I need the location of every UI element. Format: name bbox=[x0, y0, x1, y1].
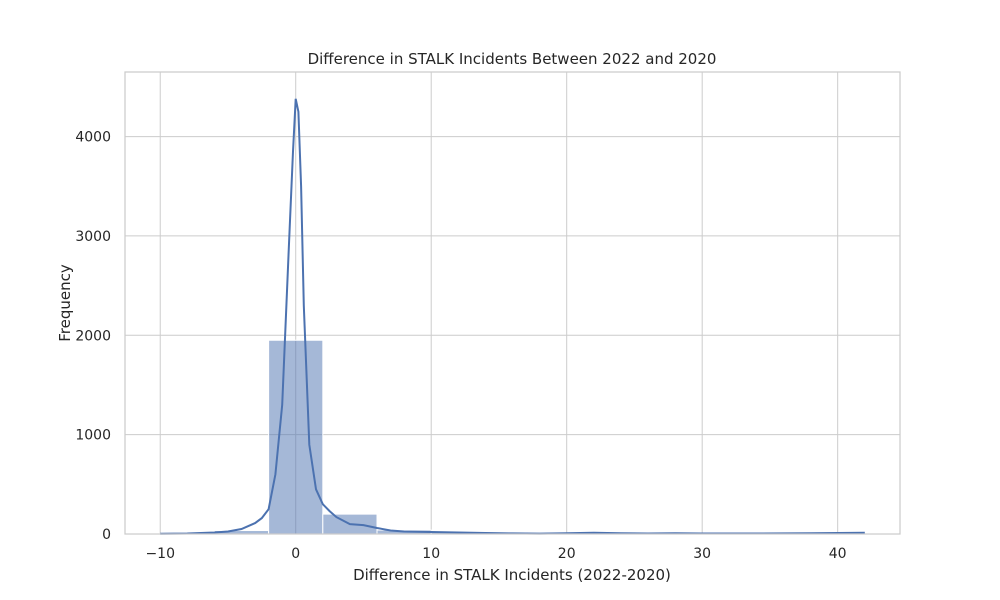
kde-layer bbox=[160, 98, 865, 535]
x-axis-label: Difference in STALK Incidents (2022-2020… bbox=[353, 566, 671, 584]
bars-layer bbox=[159, 339, 866, 535]
x-tick-label: 30 bbox=[693, 546, 711, 562]
y-axis-label: Frequency bbox=[56, 264, 74, 342]
x-tick-label: 20 bbox=[558, 546, 576, 562]
y-tick-label: 3000 bbox=[75, 229, 111, 245]
chart-title: Difference in STALK Incidents Between 20… bbox=[308, 50, 717, 68]
y-tick-label: 1000 bbox=[75, 428, 111, 444]
x-tick-label: 0 bbox=[291, 546, 300, 562]
y-tick-label: 2000 bbox=[75, 328, 111, 344]
plot-frame bbox=[124, 71, 901, 535]
y-tick-label: 4000 bbox=[75, 130, 111, 146]
y-tick-label: 0 bbox=[102, 527, 111, 543]
x-tick-label: −10 bbox=[145, 546, 175, 562]
grid-layer bbox=[125, 72, 900, 535]
histogram-bar bbox=[268, 339, 324, 535]
x-tick-label: 10 bbox=[422, 546, 440, 562]
kde-curve bbox=[160, 98, 865, 535]
ticks-layer: −10 0 10 20 30 40 0 1000 2000 3000 4000 bbox=[75, 130, 846, 562]
x-tick-label: 40 bbox=[829, 546, 847, 562]
